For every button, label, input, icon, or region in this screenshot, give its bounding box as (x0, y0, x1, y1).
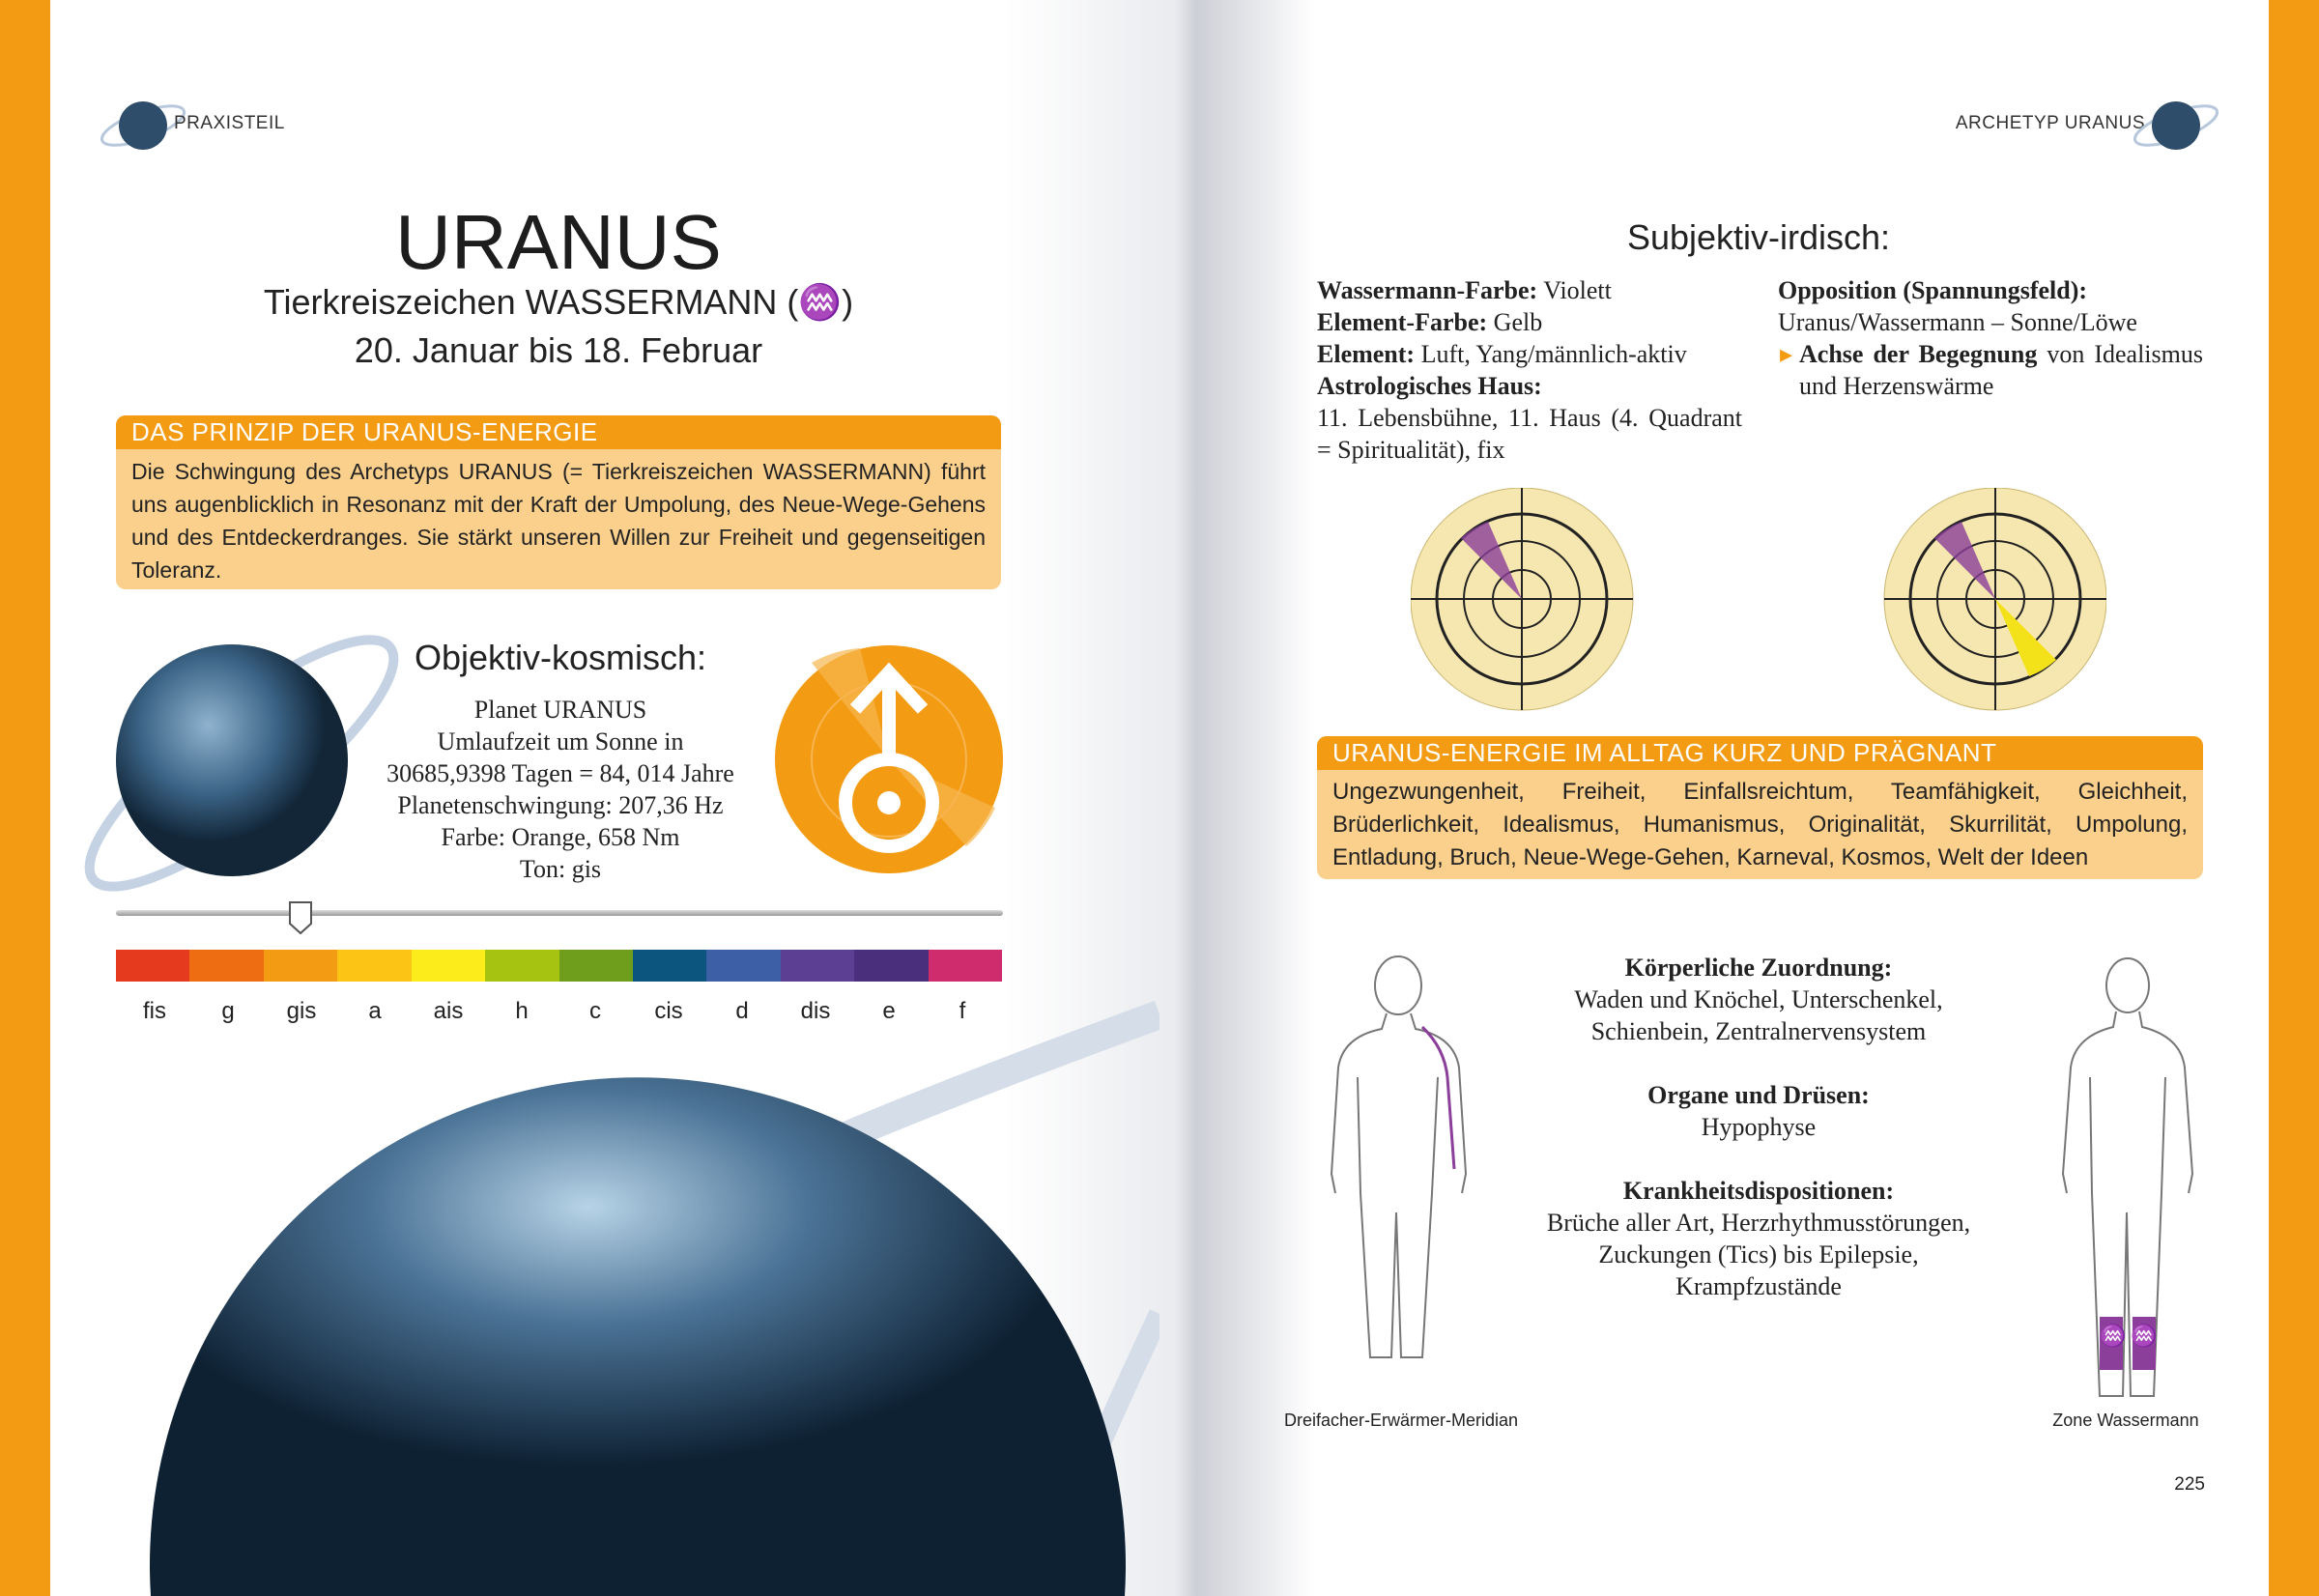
subjective-title: Subjektiv-irdisch: (1626, 217, 1891, 257)
tone-label: dis (800, 998, 831, 1024)
property-key: Astrologisches Haus: (1317, 372, 1542, 400)
tone-label: a (368, 998, 382, 1024)
tone-slider-thumb[interactable] (288, 900, 313, 935)
objective-line: Planetenschwingung: 207,36 Hz (397, 791, 724, 819)
tone-label: cis (654, 998, 683, 1024)
page-number: 225 (2174, 1474, 2205, 1495)
tone-color-dis (780, 950, 855, 982)
right-edge-strip (2269, 0, 2319, 1596)
tone-color-bar (116, 950, 1003, 982)
body-key: Organe und Drüsen: (1647, 1081, 1870, 1109)
body-front-figure-icon: ♒ ♒ (2061, 957, 2194, 1397)
tone-label: ais (433, 998, 464, 1024)
body-back-figure-icon (1330, 955, 1468, 1358)
property-key: Wassermann-Farbe: (1317, 276, 1538, 304)
property-key: Element-Farbe: (1317, 308, 1488, 336)
tone-color-fis (116, 950, 190, 982)
tone-label: e (882, 998, 896, 1024)
objective-list: Planet URANUS Umlaufzeit um Sonne in 306… (358, 694, 763, 885)
objective-line: Ton: gis (519, 855, 602, 883)
body-key: Krankheitsdispositionen: (1622, 1177, 1895, 1205)
body-assignments: Körperliche Zuordnung: Waden und Knöchel… (1507, 952, 2010, 1302)
properties-column: Wassermann-Farbe: Violett Element-Farbe:… (1317, 274, 1742, 466)
objective-line: 30685,9398 Tagen = 84, 014 Jahre (386, 759, 734, 787)
body-value: Waden und Knöchel, Unterschenkel, Schien… (1574, 985, 1943, 1045)
planet-header-icon (100, 101, 186, 150)
tone-label: gis (286, 998, 317, 1024)
objective-line: Umlaufzeit um Sonne in (437, 727, 684, 755)
section-header: PRAXISTEIL (174, 113, 285, 133)
tone-labels: fis g gis a ais h c cis d dis e f (118, 998, 1004, 1025)
planet-large-image (150, 1000, 1160, 1596)
principle-title: DAS PRINZIP DER URANUS-ENERGIE (116, 415, 1001, 449)
tone-color-f (928, 950, 1003, 982)
property-value: Violett (1537, 276, 1612, 304)
body-value: Brüche aller Art, Herzrhythmusstörungen,… (1546, 1209, 1971, 1300)
bullet-triangle-icon: ▸ (1780, 340, 1793, 368)
axis-key: Achse der Begegnung (1799, 340, 2038, 368)
tone-slider-track[interactable] (116, 910, 1003, 916)
everyday-box: URANUS-ENERGIE IM ALLTAG KURZ UND PRÄGNA… (1317, 736, 2203, 879)
svg-text:♒: ♒ (2131, 1324, 2157, 1348)
opposition-value: Uranus/Wassermann – Sonne/Löwe (1778, 308, 2137, 336)
date-range: 20. Januar bis 18. Februar (354, 330, 763, 370)
tone-label: f (959, 998, 966, 1024)
zodiac-wheel-right-icon (1883, 488, 2106, 711)
tone-color-h (485, 950, 559, 982)
section-header-right: ARCHETYP URANUS (1955, 113, 2145, 133)
property-value: Luft, Yang/männlich-aktiv (1415, 340, 1687, 368)
tone-color-g (189, 950, 264, 982)
body-value: Hypophyse (1701, 1113, 1817, 1141)
tone-color-e (854, 950, 929, 982)
objective-line: Planet URANUS (473, 696, 647, 724)
tone-color-d (706, 950, 781, 982)
zodiac-wheel-left-icon (1411, 488, 1634, 711)
tone-color-c (558, 950, 633, 982)
planet-header-icon (2133, 101, 2219, 150)
property-value: Gelb (1487, 308, 1543, 336)
zodiac-wheels (1411, 488, 2106, 711)
uranus-symbol-icon (775, 645, 1003, 873)
axis-value: von Idealismus und Herzenswärme (1799, 340, 2203, 400)
subtitle: Tierkreiszeichen WASSERMANN (♒) (263, 282, 854, 322)
opposition-column: Opposition (Spannungsfeld): Uranus/Wasse… (1778, 274, 2203, 402)
property-key: Element: (1317, 340, 1416, 368)
tone-label: g (221, 998, 235, 1024)
page-title: URANUS (395, 199, 722, 285)
caption-zone: Zone Wassermann (2052, 1411, 2199, 1430)
tone-color-gis (263, 950, 338, 982)
svg-text:♒: ♒ (2100, 1324, 2126, 1348)
everyday-text: Ungezwungenheit, Freiheit, Einfallsreich… (1332, 779, 2188, 870)
tone-label: d (735, 998, 749, 1024)
objective-line: Farbe: Orange, 658 Nm (441, 823, 680, 851)
principle-box: DAS PRINZIP DER URANUS-ENERGIE Die Schwi… (116, 415, 1001, 589)
tone-color-a (337, 950, 412, 982)
property-value: 11. Lebensbühne, 11. Haus (4. Quadrant =… (1317, 404, 1742, 464)
tone-label: c (589, 998, 601, 1024)
body-key: Körperliche Zuordnung: (1624, 954, 1893, 982)
tone-label: fis (143, 998, 166, 1024)
tone-color-cis (632, 950, 707, 982)
everyday-title: URANUS-ENERGIE IM ALLTAG KURZ UND PRÄGNA… (1317, 736, 2203, 770)
tone-color-ais (411, 950, 486, 982)
planet-small-image (84, 635, 399, 892)
tone-label: h (515, 998, 529, 1024)
caption-meridian: Dreifacher-Erwärmer-Meridian (1283, 1411, 1519, 1430)
left-edge-strip (0, 0, 50, 1596)
objective-title: Objektiv-kosmisch: (414, 638, 707, 677)
opposition-key: Opposition (Spannungsfeld): (1778, 276, 2088, 304)
principle-text: Die Schwingung des Archetyps URANUS (= T… (131, 459, 986, 583)
